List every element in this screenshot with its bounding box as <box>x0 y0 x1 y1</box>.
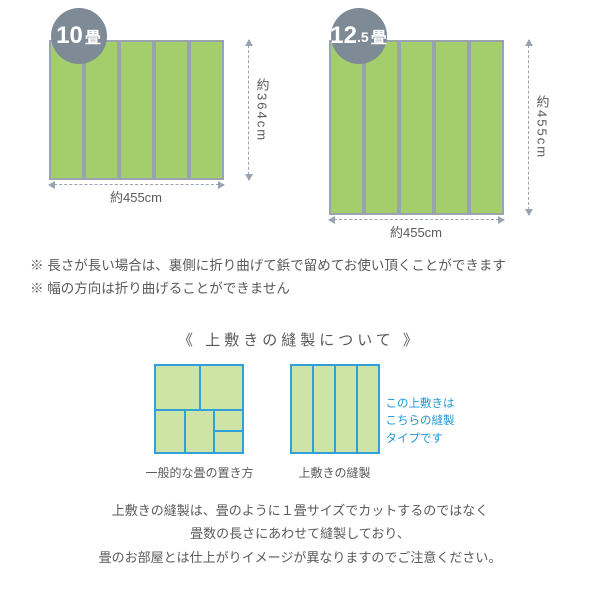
tatami-mat <box>329 40 504 215</box>
size-badge: 10畳 <box>51 8 107 64</box>
side-note: この上敷きはこちらの縫製タイプです <box>386 396 455 449</box>
note-line: ※ 幅の方向は折り曲げることができません <box>30 278 570 301</box>
caption-uwajiki: 上敷きの縫製 <box>298 464 370 481</box>
tatami-size-diagram: 12.5畳約455cm 約455cm <box>329 10 552 241</box>
section-title: 《 上敷きの縫製について 》 <box>0 329 600 350</box>
size-badge: 12.5畳 <box>331 8 387 64</box>
horizontal-dimension: 約455cm <box>329 219 504 241</box>
note-line: ※ 長さが長い場合は、裏側に折り曲げて鋲で留めてお使い頂くことができます <box>30 255 570 278</box>
footer-text: 上敷きの縫製は、畳のように１畳サイズでカットするのではなく畳数の長さにあわせて縫… <box>0 481 600 569</box>
caption-traditional: 一般的な畳の置き方 <box>145 464 253 481</box>
vertical-dimension: 約455cm <box>528 40 552 215</box>
horizontal-dimension: 約455cm <box>49 184 224 206</box>
compare-uwajiki: 上敷きの縫製この上敷きはこちらの縫製タイプです <box>290 364 455 481</box>
note-block: ※ 長さが長い場合は、裏側に折り曲げて鋲で留めてお使い頂くことができます※ 幅の… <box>0 241 600 311</box>
tatami-size-diagram: 10畳約364cm 約455cm <box>49 10 272 241</box>
compare-traditional: 一般的な畳の置き方 <box>145 364 253 481</box>
vertical-dimension: 約364cm <box>248 40 272 180</box>
